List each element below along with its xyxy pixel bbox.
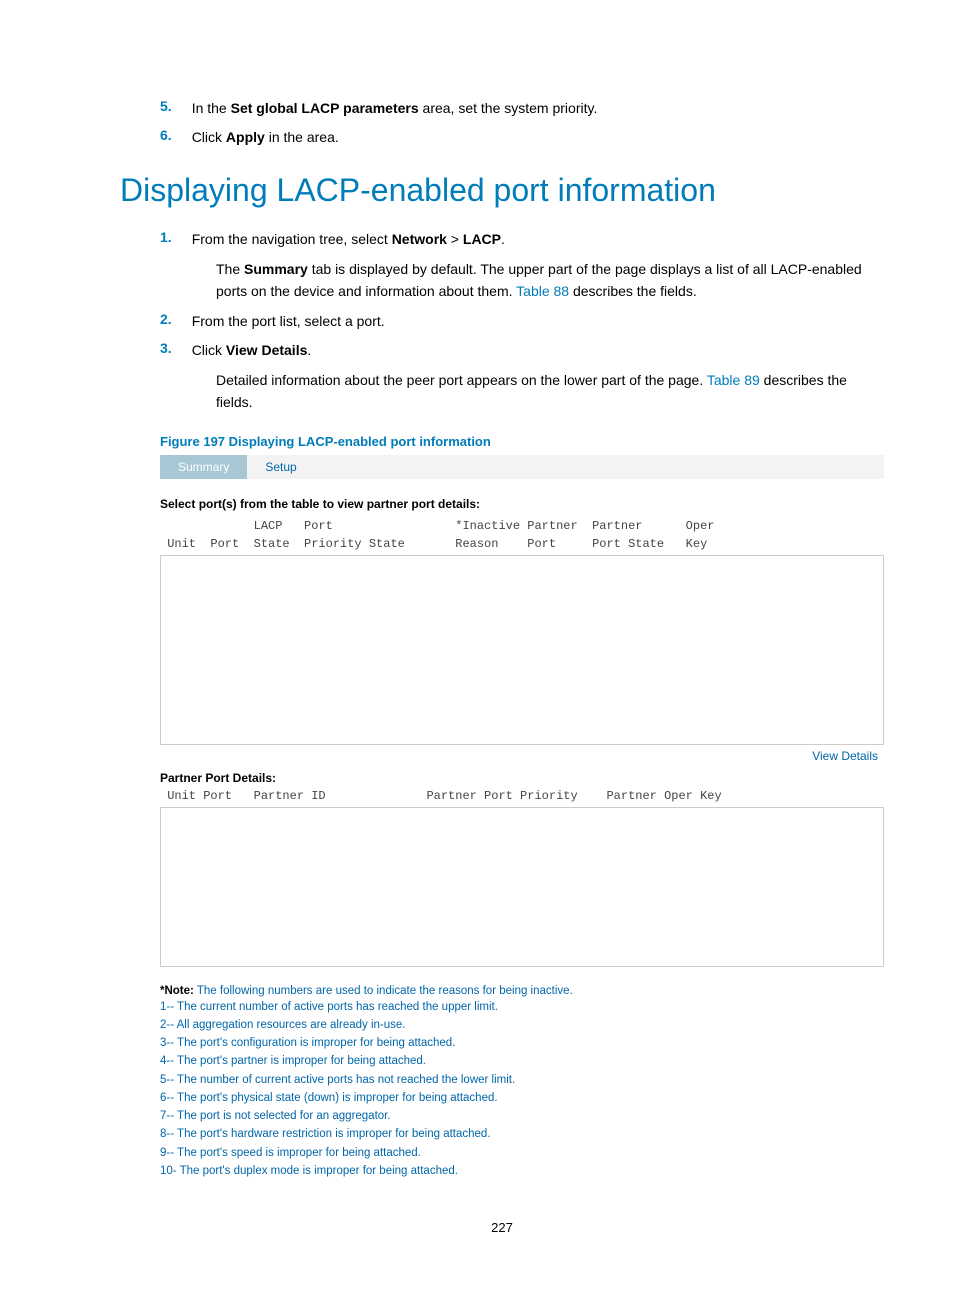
note-text: The following numbers are used to indica… xyxy=(194,985,573,997)
port-table-header-1: LACP Port *Inactive Partner Partner Oper xyxy=(160,519,884,533)
note-reason-line: 3-- The port's configuration is improper… xyxy=(160,1035,884,1052)
step-number: 2. xyxy=(120,311,192,327)
step-number: 5. xyxy=(120,98,192,114)
note-label: *Note: xyxy=(160,985,194,997)
tab-summary[interactable]: Summary xyxy=(160,455,247,479)
tab-bar: Summary Setup xyxy=(160,455,884,479)
step-text: From the port list, select a port. xyxy=(192,311,884,332)
page-number: 227 xyxy=(120,1220,884,1235)
note-reason-line: 4-- The port's partner is improper for b… xyxy=(160,1053,884,1070)
note-reason-line: 10- The port's duplex mode is improper f… xyxy=(160,1163,884,1180)
step-continuation: Detailed information about the peer port… xyxy=(216,369,884,414)
port-table-header-2: Unit Port State Priority State Reason Po… xyxy=(160,537,884,551)
figure-caption: Figure 197 Displaying LACP-enabled port … xyxy=(160,434,884,449)
port-list-box[interactable] xyxy=(160,555,884,745)
view-details-link[interactable]: View Details xyxy=(160,749,878,763)
partner-port-details-label: Partner Port Details: xyxy=(160,771,884,785)
note-reason-line: 8-- The port's hardware restriction is i… xyxy=(160,1126,884,1143)
note-reason-line: 7-- The port is not selected for an aggr… xyxy=(160,1108,884,1125)
step-number: 6. xyxy=(120,127,192,143)
step-text: Click View Details. xyxy=(192,340,884,361)
partner-table-header: Unit Port Partner ID Partner Port Priori… xyxy=(160,789,884,803)
step-item: 3.Click View Details. xyxy=(120,340,884,361)
note-reason-line: 5-- The number of current active ports h… xyxy=(160,1072,884,1089)
section-heading: Displaying LACP-enabled port information xyxy=(120,172,884,209)
partner-list-box[interactable] xyxy=(160,807,884,967)
step-text: Click Apply in the area. xyxy=(192,127,884,148)
lacp-panel: Select port(s) from the table to view pa… xyxy=(160,479,884,1181)
note-intro: *Note: The following numbers are used to… xyxy=(160,985,884,997)
step-item: 1.From the navigation tree, select Netwo… xyxy=(120,229,884,250)
step-continuation: The Summary tab is displayed by default.… xyxy=(216,258,884,303)
note-reason-line: 6-- The port's physical state (down) is … xyxy=(160,1090,884,1107)
step-item: 6.Click Apply in the area. xyxy=(120,127,884,148)
step-text: From the navigation tree, select Network… xyxy=(192,229,884,250)
note-reason-line: 2-- All aggregation resources are alread… xyxy=(160,1017,884,1034)
step-text: In the Set global LACP parameters area, … xyxy=(192,98,884,119)
step-item: 2.From the port list, select a port. xyxy=(120,311,884,332)
select-ports-label: Select port(s) from the table to view pa… xyxy=(160,497,884,511)
step-number: 3. xyxy=(120,340,192,356)
step-item: 5.In the Set global LACP parameters area… xyxy=(120,98,884,119)
note-reason-line: 9-- The port's speed is improper for bei… xyxy=(160,1145,884,1162)
tab-setup[interactable]: Setup xyxy=(247,455,314,479)
step-number: 1. xyxy=(120,229,192,245)
note-reason-line: 1-- The current number of active ports h… xyxy=(160,999,884,1016)
